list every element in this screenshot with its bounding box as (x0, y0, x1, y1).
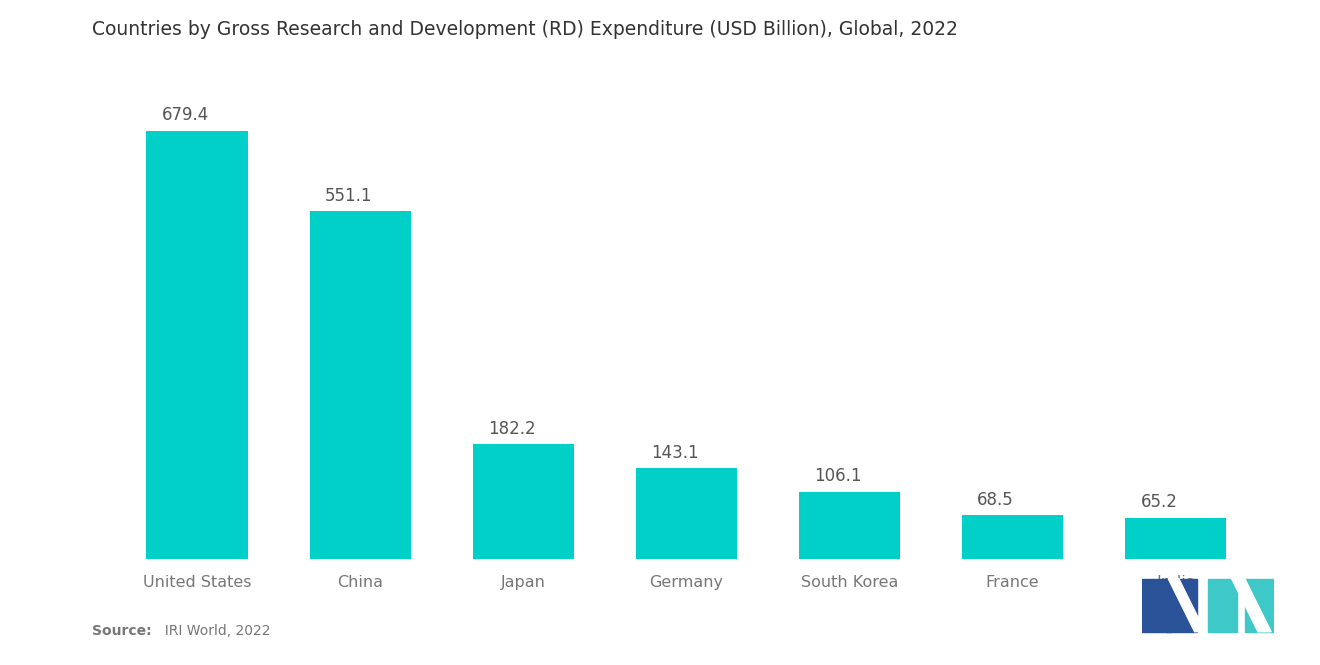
Polygon shape (1208, 579, 1237, 632)
Bar (1125, 517, 1226, 559)
Bar (799, 491, 900, 559)
Text: 182.2: 182.2 (488, 420, 536, 438)
Text: 106.1: 106.1 (814, 467, 862, 485)
Bar (962, 515, 1063, 559)
Polygon shape (1166, 579, 1197, 632)
Text: 679.4: 679.4 (161, 106, 209, 124)
Text: 68.5: 68.5 (977, 491, 1014, 509)
Text: IRI World, 2022: IRI World, 2022 (156, 624, 271, 638)
Text: Source:: Source: (92, 624, 152, 638)
Bar (473, 444, 574, 559)
Text: 65.2: 65.2 (1140, 493, 1177, 511)
Bar (147, 130, 248, 559)
Polygon shape (1168, 579, 1205, 632)
Text: 551.1: 551.1 (325, 187, 372, 205)
Text: Countries by Gross Research and Development (RD) Expenditure (USD Billion), Glob: Countries by Gross Research and Developm… (92, 20, 958, 39)
Text: 143.1: 143.1 (651, 444, 698, 462)
Bar (636, 468, 737, 559)
Bar (310, 211, 411, 559)
Polygon shape (1245, 579, 1274, 632)
Polygon shape (1232, 579, 1271, 632)
